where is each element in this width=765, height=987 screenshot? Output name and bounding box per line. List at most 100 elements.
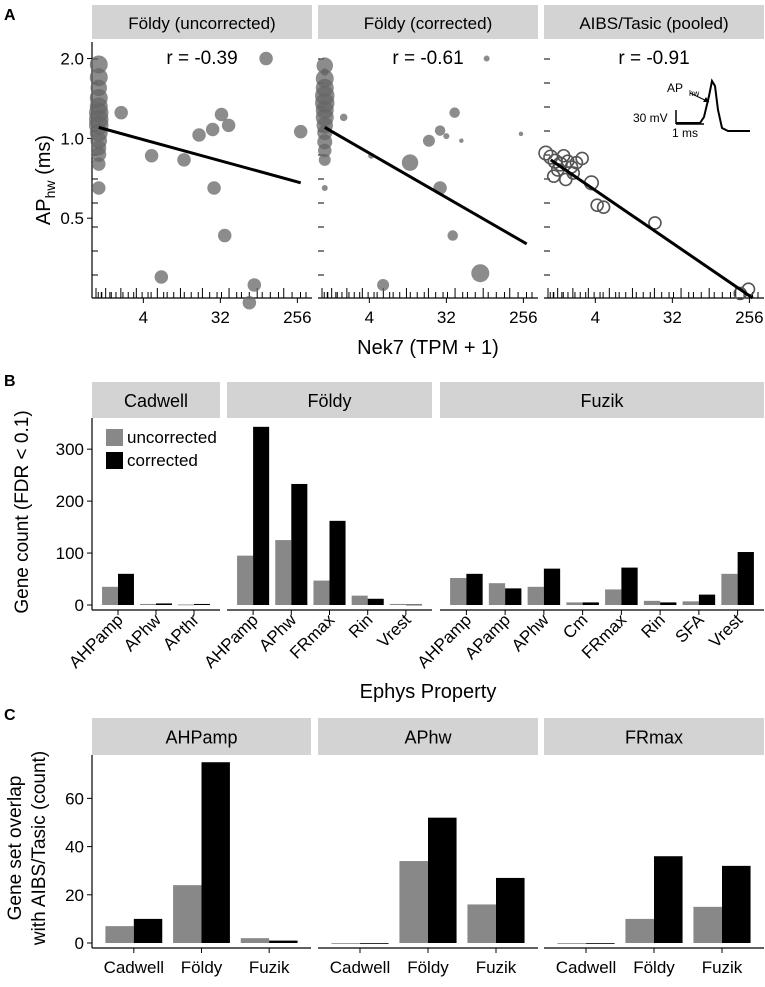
data-point	[447, 230, 458, 241]
panel-letter-b: B	[4, 373, 16, 390]
x-tick-label: AHPamp	[65, 610, 127, 672]
regression-line	[324, 126, 528, 246]
x-tick-label: AHPamp	[414, 610, 476, 672]
inset-ap-label: AP	[667, 81, 683, 95]
y-axis-title-line: Gene set overlap	[5, 776, 26, 921]
x-tick-label: AHPamp	[200, 610, 262, 672]
facet-strip	[227, 382, 432, 418]
x-tick-label: 4	[365, 308, 374, 327]
x-tick-label: Földy	[633, 958, 675, 977]
y-axis-title-subscript: hw	[42, 180, 58, 199]
bar-uncorrected-rin	[643, 600, 661, 605]
facet-label: AIBS/Tasic (pooled)	[579, 14, 728, 33]
x-tick-label: Fuzik	[476, 958, 517, 977]
bar-corrected-vrest	[405, 604, 422, 606]
bar-corrected-vrest	[737, 552, 754, 605]
data-point	[318, 143, 332, 158]
x-tick-label: Rin	[637, 610, 668, 641]
bar-corrected-aphw	[543, 568, 561, 605]
bar-uncorrected-cadwell	[557, 943, 586, 944]
x-tick-label: 32	[663, 308, 682, 327]
x-tick-label: Vrest	[374, 610, 415, 651]
bar-uncorrected-f-ldy	[625, 918, 654, 943]
data-point	[575, 151, 589, 166]
bar-uncorrected-ahpamp	[102, 586, 118, 605]
bar-uncorrected-cm	[566, 602, 583, 605]
bar-corrected-cadwell	[586, 943, 615, 944]
y-tick-label: 20	[65, 886, 84, 905]
bar-corrected-fuzik	[496, 877, 525, 943]
facet-label: Fuzik	[580, 391, 624, 411]
y-axis-title: APhw (ms)	[33, 135, 58, 225]
data-point	[318, 153, 331, 166]
y-tick-label: 300	[56, 440, 84, 459]
data-point	[339, 113, 348, 122]
data-point	[259, 51, 273, 66]
y-tick-label: 100	[56, 544, 84, 563]
data-point	[316, 57, 334, 74]
data-point	[217, 228, 232, 243]
bar-uncorrected-cadwell	[331, 943, 360, 944]
data-point	[321, 68, 329, 76]
data-point	[154, 270, 169, 284]
bar-corrected-cadwell	[360, 943, 389, 944]
bar-corrected-sfa	[698, 594, 716, 605]
bar-corrected-frmax	[329, 520, 346, 605]
facet-strip	[440, 382, 764, 418]
arrow-head-icon	[703, 97, 709, 102]
regression-line	[98, 125, 302, 185]
inset-time-label: 1 ms	[672, 126, 698, 140]
x-tick-label: Cadwell	[556, 958, 616, 977]
y-axis-title: Gene count (FDR < 0.1)	[12, 410, 33, 613]
regression-line	[549, 158, 754, 300]
x-tick-label: 32	[437, 308, 456, 327]
bar-corrected-ahpamp	[118, 573, 134, 605]
bar-corrected-aphw	[291, 483, 308, 605]
bar-uncorrected-aphw	[275, 540, 292, 605]
correlation-label: r = -0.39	[166, 48, 237, 69]
bar-corrected-apthr	[194, 603, 210, 605]
data-point	[648, 216, 662, 230]
bar-corrected-cadwell	[133, 918, 163, 943]
panel-c-bar-chart: AHPamp 0 20 40 60 Cadwell Földy Fuzik APhw Cadwel…	[5, 718, 764, 977]
facet-label: FRmax	[625, 728, 683, 748]
y-tick-label: 1.0	[60, 129, 84, 148]
bar-corrected-frmax	[621, 567, 638, 605]
y-tick-label: 0	[75, 934, 84, 953]
bar-corrected-fuzik	[722, 865, 751, 943]
data-point	[114, 105, 128, 120]
x-tick-label: 256	[735, 308, 763, 327]
x-axis-title: Nek7 (TPM + 1)	[357, 337, 499, 359]
x-tick-label: Cadwell	[104, 958, 164, 977]
bar-uncorrected-aphw	[140, 603, 156, 605]
facet-label: Földy	[307, 391, 351, 411]
x-tick-label: Vrest	[705, 610, 746, 651]
bar-corrected-fuzik	[269, 940, 298, 943]
legend-swatch-corrected	[106, 452, 123, 469]
legend-label-corrected: corrected	[127, 451, 198, 470]
x-tick-label: Földy	[181, 958, 223, 977]
data-point	[207, 181, 221, 195]
x-tick-label: SFA	[672, 610, 709, 647]
bar-uncorrected-fuzik	[240, 938, 270, 943]
data-point	[422, 134, 435, 147]
facet-strip	[544, 5, 764, 39]
bar-corrected-rin	[660, 602, 677, 605]
x-tick-label: 4	[591, 308, 600, 327]
bar-uncorrected-frmax	[605, 589, 622, 605]
bar-uncorrected-f-ldy	[173, 885, 202, 943]
data-point	[518, 131, 524, 137]
data-point	[321, 184, 328, 191]
data-point	[443, 133, 450, 140]
bar-uncorrected-apthr	[178, 604, 194, 606]
y-tick-label: 2.0	[60, 50, 84, 69]
x-tick-label: Cm	[559, 610, 591, 642]
ap-waveform-inset: AP hw 30 mV 1 ms	[633, 78, 750, 140]
data-point	[293, 124, 308, 139]
x-tick-label: 256	[283, 308, 311, 327]
x-tick-label: Rin	[345, 610, 376, 641]
bar-uncorrected-ahpamp	[450, 577, 467, 605]
bar-uncorrected-aphw	[527, 586, 544, 605]
